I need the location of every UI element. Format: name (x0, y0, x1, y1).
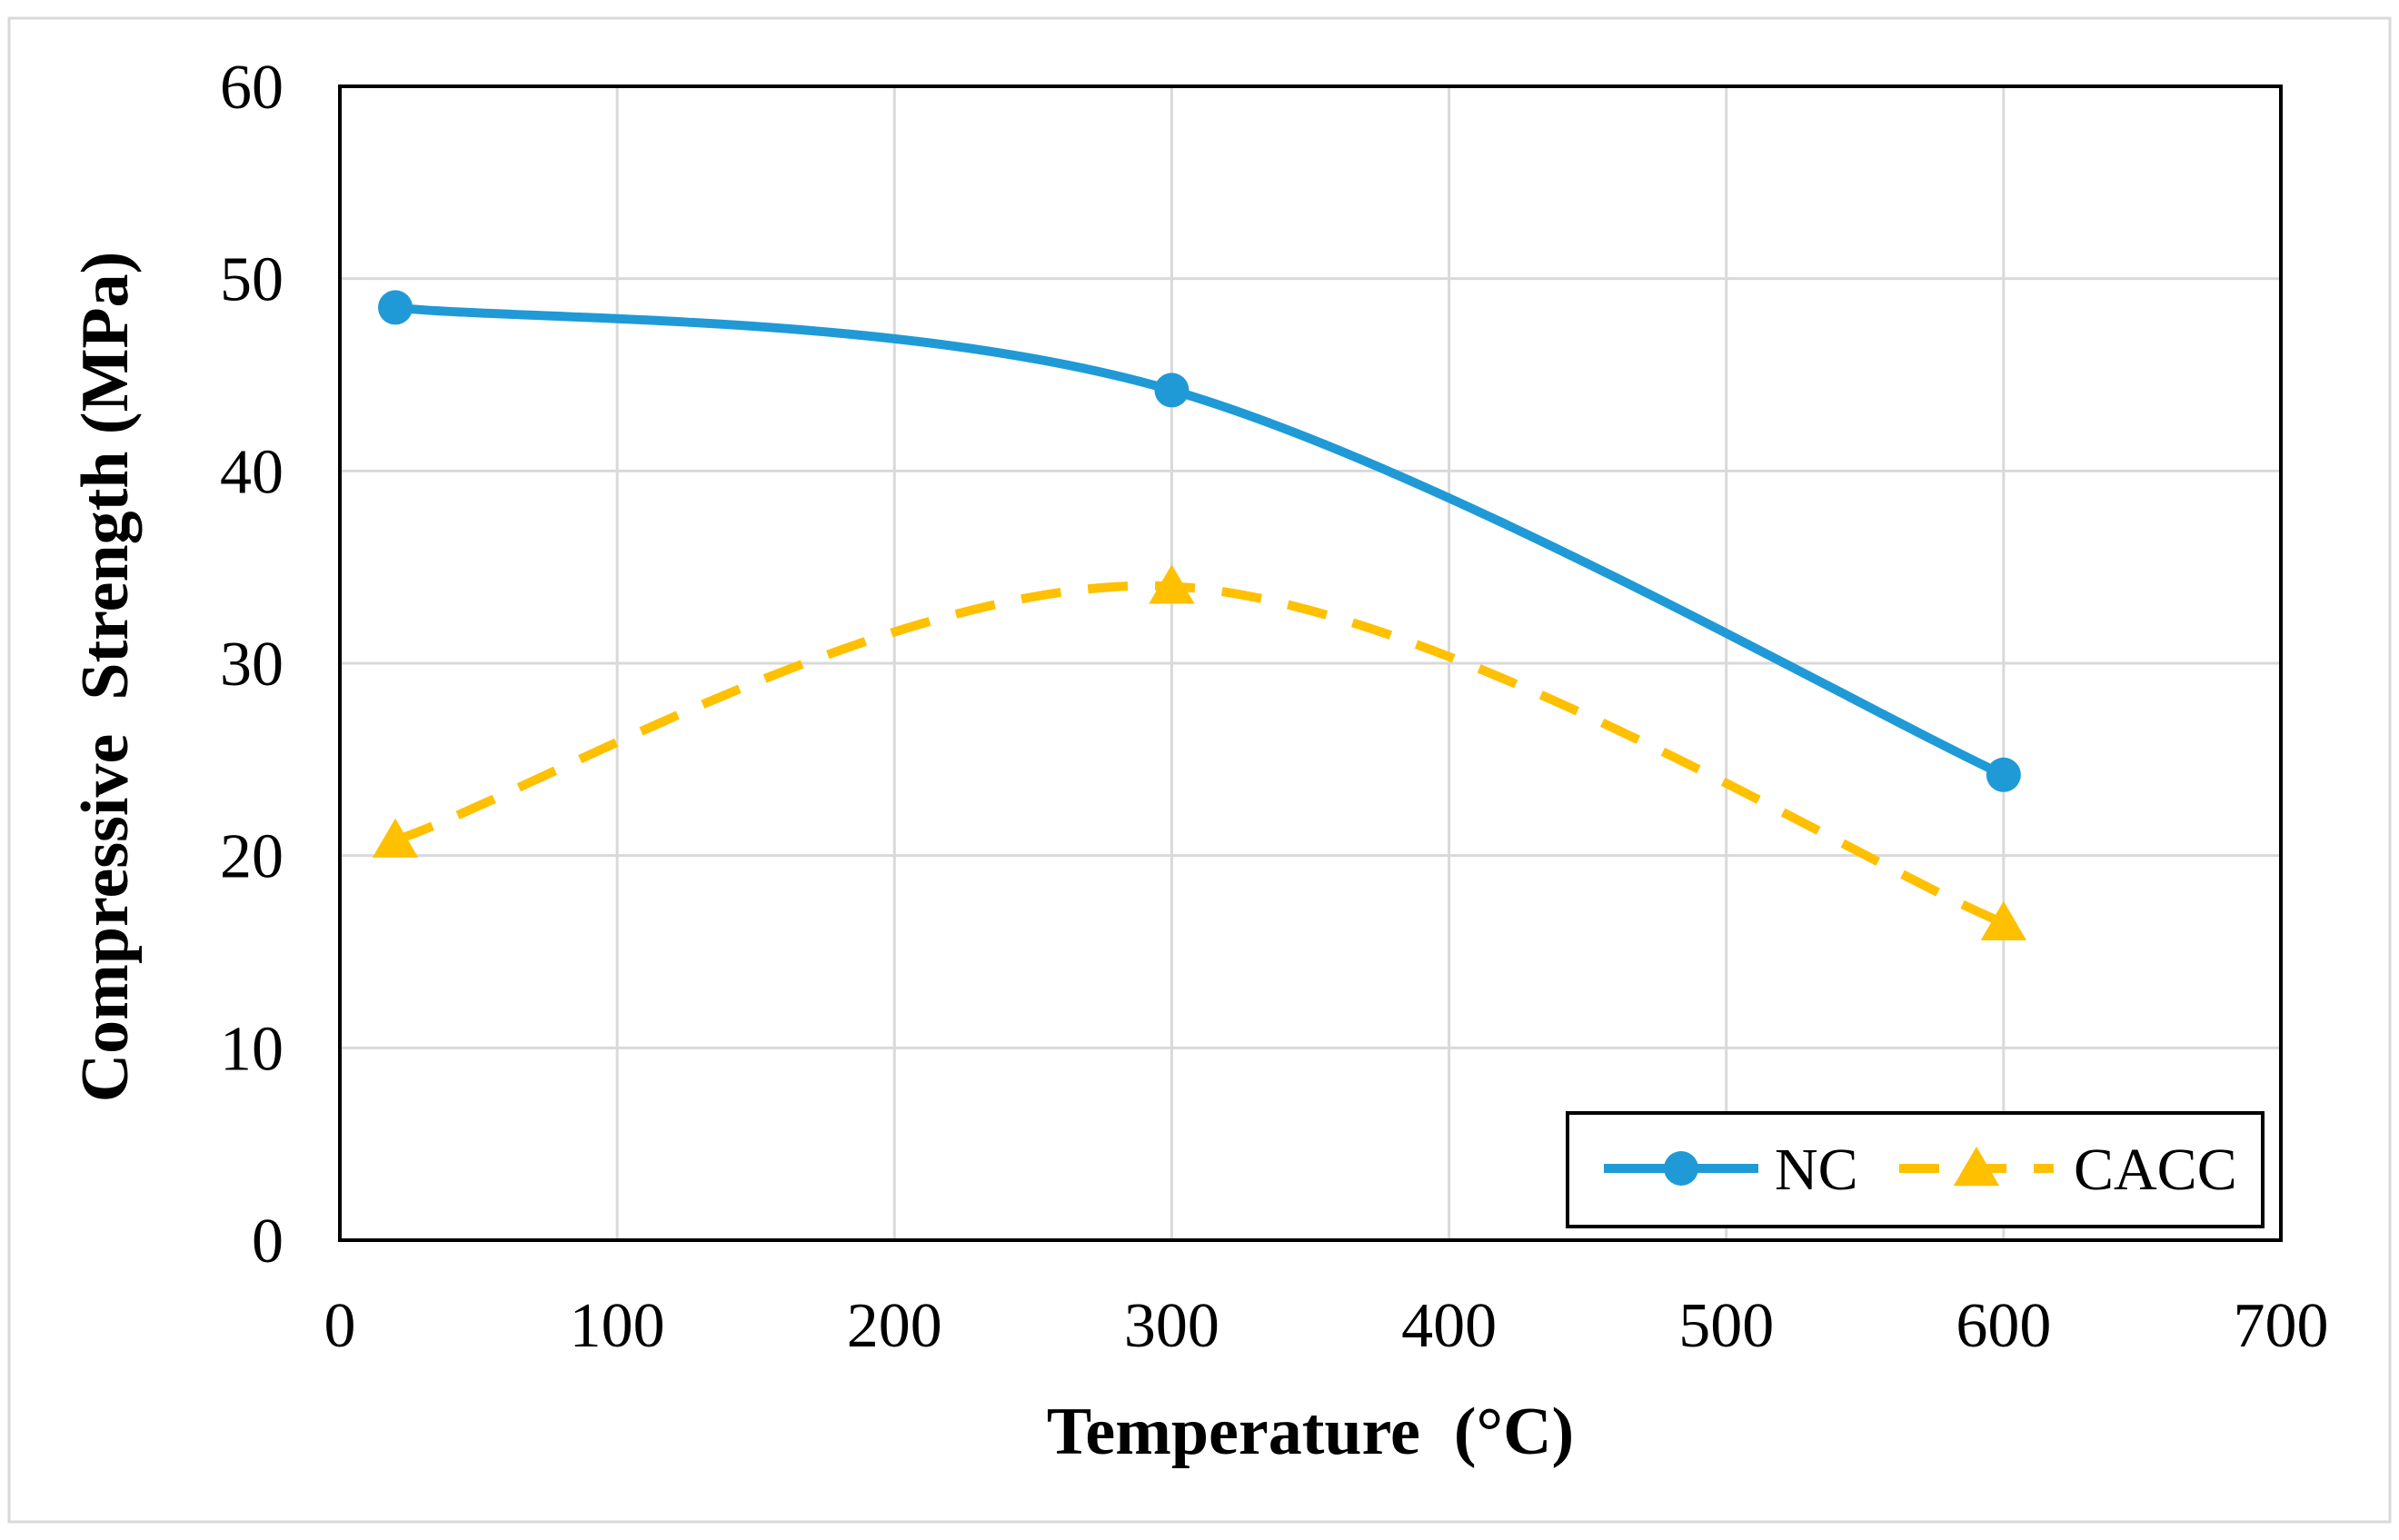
series-markers (372, 290, 2027, 940)
y-tick-label: 40 (220, 437, 284, 507)
x-axis-title: Temperature (°C) (1047, 1395, 1574, 1469)
legend-marker-nc (1664, 1151, 1698, 1186)
y-tick-label: 0 (252, 1207, 284, 1277)
y-tick-label: 20 (220, 822, 284, 892)
x-tick-label: 100 (570, 1291, 665, 1361)
x-tick-label: 500 (1678, 1291, 1774, 1361)
legend-marker-cacc (1953, 1147, 2000, 1187)
y-axis-ticks: 0 10 20 30 40 50 60 (220, 53, 284, 1277)
data-point-cacc (372, 818, 419, 858)
x-tick-label: 300 (1124, 1291, 1219, 1361)
data-point-cacc (1980, 900, 2027, 940)
x-tick-label: 0 (324, 1291, 356, 1361)
legend-label-nc: NC (1775, 1137, 1858, 1203)
y-tick-label: 50 (220, 245, 284, 315)
data-point-nc (1986, 757, 2021, 792)
x-tick-label: 200 (847, 1291, 942, 1361)
legend-label-cacc: CACC (2074, 1137, 2237, 1203)
y-tick-label: 10 (220, 1014, 284, 1084)
data-point-nc (1154, 373, 1190, 408)
legend: NC CACC (1566, 1111, 2265, 1228)
gridlines (340, 86, 2281, 1240)
y-tick-label: 60 (220, 53, 284, 123)
x-tick-label: 600 (1956, 1291, 2051, 1361)
data-point-cacc (1149, 564, 1195, 604)
y-tick-label: 30 (220, 630, 284, 700)
y-axis-title: Compressive Strength (MPa) (68, 252, 143, 1103)
plot-area-border (338, 84, 2283, 1242)
x-axis-ticks: 0 100 200 300 400 500 600 700 (324, 1291, 2329, 1361)
x-tick-label: 400 (1401, 1291, 1497, 1361)
data-point-nc (378, 290, 413, 325)
x-tick-label: 700 (2234, 1291, 2329, 1361)
